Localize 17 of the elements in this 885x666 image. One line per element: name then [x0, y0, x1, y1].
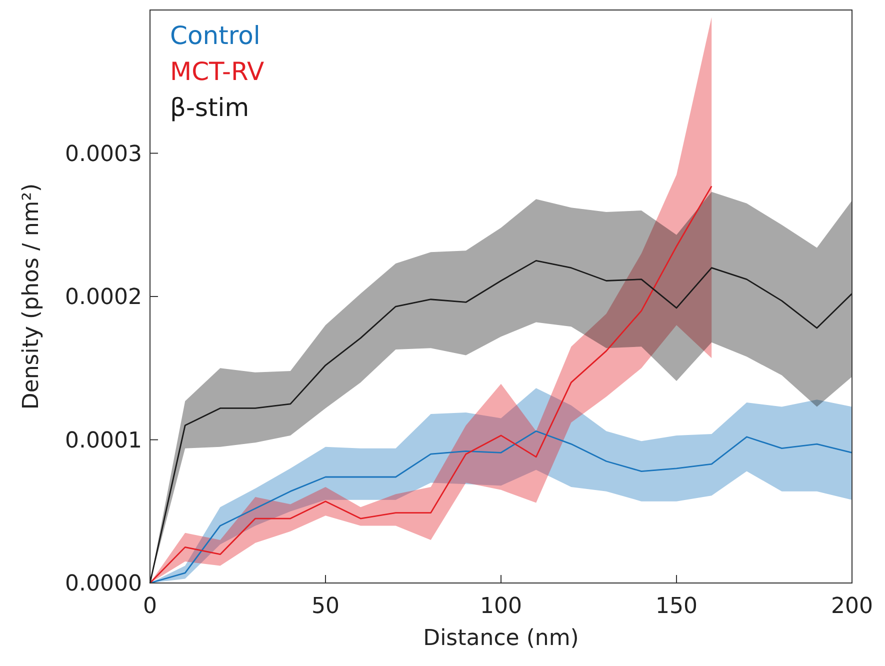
- x-tick-label: 50: [312, 594, 340, 619]
- x-tick-label: 200: [831, 594, 873, 619]
- y-tick-label: 0.0000: [65, 572, 142, 597]
- line-series: [149, 260, 853, 584]
- x-tick-label: 100: [480, 594, 522, 619]
- y-tick-label: 0.0002: [65, 285, 142, 310]
- text: Control: [170, 21, 260, 50]
- line-series: [149, 186, 712, 584]
- y-tick-label: 0.0001: [65, 428, 142, 454]
- text: β-stim: [170, 93, 250, 122]
- y-axis-title: Density (phos / nm²): [19, 183, 44, 410]
- text: MCT-RV: [170, 57, 264, 86]
- x-tick-label: 150: [656, 594, 698, 619]
- x-axis-title: Distance (nm): [423, 626, 579, 651]
- y-tick-label: 0.0003: [65, 142, 142, 167]
- line-series: [149, 430, 853, 584]
- x-tick-label: 0: [143, 594, 157, 619]
